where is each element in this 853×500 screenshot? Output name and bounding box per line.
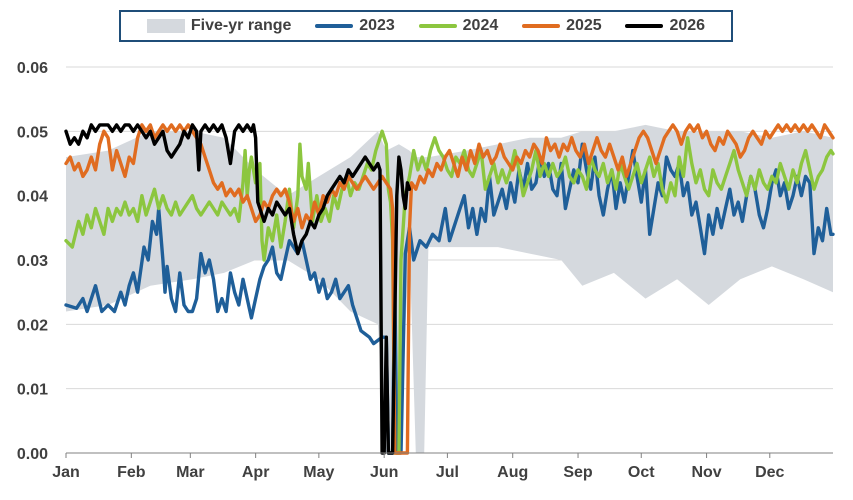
legend-item-2025: 2025 <box>522 17 602 35</box>
legend-item-range: Five-yr range <box>146 17 292 35</box>
x-tick-label: Apr <box>242 464 270 481</box>
legend-item-2026: 2026 <box>625 17 705 35</box>
series-line-2023 <box>64 142 835 455</box>
legend-item-2023: 2023 <box>315 17 395 35</box>
y-tick-label: 0.01 <box>17 382 48 399</box>
y-tick-label: 0.04 <box>17 189 48 206</box>
x-tick-label: Nov <box>691 464 721 481</box>
legend-swatch-2026 <box>625 24 664 28</box>
y-tick-label: 0.00 <box>17 446 48 463</box>
legend-label-range: Five-yr range <box>190 17 292 34</box>
legend-label-2026: 2026 <box>669 17 706 34</box>
x-tick-label: Sep <box>563 464 593 481</box>
legend-label-2024: 2024 <box>462 17 499 34</box>
y-tick-label: 0.06 <box>17 60 48 77</box>
x-tick-label: Mar <box>176 464 204 481</box>
x-tick-label: Aug <box>497 464 528 481</box>
x-tick-label: May <box>303 464 334 481</box>
x-tick-label: Jan <box>52 464 80 481</box>
legend-label-2023: 2023 <box>359 17 395 34</box>
legend-swatch-2024 <box>418 24 457 28</box>
series-line-2024 <box>64 129 835 455</box>
legend-label-2025: 2025 <box>566 17 602 34</box>
x-tick-label: Feb <box>117 464 146 481</box>
x-tick-label: Dec <box>755 464 784 481</box>
legend-swatch-2023 <box>315 24 354 28</box>
y-tick-label: 0.03 <box>17 253 48 270</box>
legend-swatch-range <box>146 19 185 33</box>
x-tick-label: Jun <box>370 464 398 481</box>
x-tick-label: Jul <box>436 464 459 481</box>
series-line-2026 <box>64 123 412 455</box>
legend-swatch-2025 <box>522 24 561 28</box>
y-tick-label: 0.02 <box>17 317 48 334</box>
legend: Five-yr range 2023 2024 2025 2026 <box>119 10 733 42</box>
x-tick-label: Oct <box>628 464 655 481</box>
y-tick-label: 0.05 <box>17 124 48 141</box>
legend-item-2024: 2024 <box>418 17 499 35</box>
